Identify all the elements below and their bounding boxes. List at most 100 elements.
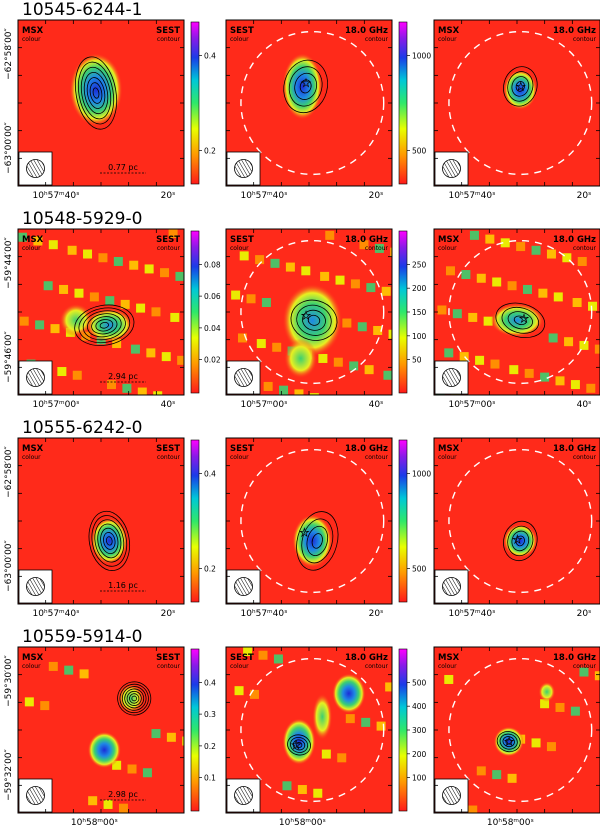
- noise-pixel: [64, 665, 74, 675]
- contour-line: [103, 532, 116, 550]
- scale-bar-label: 2.94 pc: [108, 372, 138, 381]
- noise-pixel: [120, 299, 130, 309]
- x-tick-label: 40ˢ: [369, 400, 384, 410]
- contour-line: [124, 688, 145, 709]
- colorbar: [190, 230, 200, 394]
- contour-line: [131, 695, 137, 702]
- noise-pixel: [43, 281, 53, 291]
- contour-line: [287, 734, 311, 756]
- noise-pixel: [492, 770, 502, 780]
- beam-ellipse: [234, 159, 253, 178]
- colour-sublabel: colour: [438, 245, 457, 252]
- contour-line: [294, 72, 318, 100]
- emission-peak: [312, 693, 333, 740]
- x-tick-label: 10ʰ57ᵐ00ˢ: [449, 400, 496, 410]
- colour-sublabel: colour: [230, 454, 249, 461]
- noise-pixel: [469, 230, 479, 240]
- y-tick-label: −59°44′00″: [4, 236, 14, 288]
- star-marker: ☆: [504, 735, 515, 749]
- noise-pixel: [548, 333, 558, 343]
- noise-pixel: [72, 370, 82, 380]
- noise-pixel: [282, 781, 292, 791]
- contour-sublabel: contour: [365, 245, 389, 252]
- noise-pixel: [263, 381, 273, 391]
- colour-label: MSX: [438, 235, 460, 245]
- noise-pixel: [562, 253, 572, 263]
- noise-pixel: [237, 333, 247, 343]
- beam-ellipse: [234, 577, 253, 596]
- contour-line: [501, 306, 540, 334]
- noise-pixel: [122, 383, 132, 393]
- noise-pixel: [279, 385, 289, 395]
- noise-pixel: [24, 697, 34, 707]
- emission-peak: [284, 338, 318, 379]
- contour-line: [511, 76, 530, 97]
- contour-line: [94, 519, 125, 563]
- noise-pixel: [129, 260, 139, 270]
- noise-pixel: [349, 361, 359, 371]
- colorbar-tick-label: 300: [412, 726, 427, 735]
- noise-pixel: [161, 352, 171, 362]
- noise-pixel: [309, 393, 319, 395]
- noise-pixel: [468, 312, 478, 322]
- noise-pixel: [243, 647, 253, 656]
- noise-pixel: [270, 258, 280, 268]
- noise-pixel: [103, 799, 113, 809]
- primary-beam-ring: [240, 657, 385, 803]
- noise-pixel: [301, 266, 311, 276]
- noise-pixel: [586, 383, 596, 393]
- contour-line: [75, 56, 118, 130]
- colorbar-tick-label: 150: [412, 308, 427, 317]
- noise-pixel: [160, 268, 170, 278]
- contour-sublabel: contour: [573, 663, 597, 670]
- contour-line: [307, 314, 321, 326]
- contour-label: SEST: [156, 444, 180, 454]
- y-tick-label: −62°58′00″: [4, 27, 14, 79]
- contour-sublabel: contour: [365, 454, 389, 461]
- noise-pixel: [588, 301, 598, 311]
- colour-label: MSX: [22, 653, 44, 663]
- y-tick-label: −63°00′00″: [4, 121, 14, 173]
- noise-pixel: [151, 307, 161, 317]
- colour-sublabel: colour: [438, 36, 457, 43]
- noise-pixel: [577, 256, 587, 266]
- noise-pixel: [383, 370, 392, 380]
- contour-line: [91, 316, 118, 335]
- contour-line: [74, 304, 135, 346]
- noise-pixel: [313, 788, 323, 798]
- contour-line: [129, 693, 140, 704]
- colour-sublabel: colour: [438, 454, 457, 461]
- noise-pixel: [74, 288, 84, 298]
- contour-label: 18.0 GHz: [345, 235, 388, 245]
- row-10555-6242-0: 10555-6242-0MSXcolourSESTcontour10ʰ57ᵐ40…: [4, 418, 600, 619]
- colorbar-tick-label: 0.1: [204, 774, 216, 783]
- contour-label: 18.0 GHz: [553, 444, 596, 454]
- noise-pixel: [118, 803, 128, 813]
- noise-pixel: [531, 245, 541, 255]
- noise-pixel: [570, 706, 580, 716]
- colorbar-tick-label: 0.4: [204, 678, 216, 687]
- x-tick-label: 10ʰ57ᵐ40ˢ: [33, 191, 80, 201]
- noise-pixel: [579, 340, 589, 350]
- contour-line: [306, 525, 329, 556]
- x-tick-label: 20ˢ: [577, 191, 592, 201]
- contour-label: 18.0 GHz: [345, 653, 388, 663]
- colorbar: [190, 439, 200, 603]
- colorbar-tick-label: 50: [412, 356, 422, 365]
- colorbar-tick-label: 0.08: [204, 260, 221, 269]
- row-10548-5929-0: 10548-5929-0MSXcolourSESTcontour10ʰ57ᵐ00…: [4, 209, 600, 410]
- colorbar-tick-label: 100: [412, 774, 427, 783]
- source-title: 10548-5929-0: [22, 209, 142, 229]
- noise-pixel: [182, 736, 184, 746]
- colour-sublabel: colour: [22, 36, 41, 43]
- contour-line: [495, 302, 546, 338]
- x-tick-label: 10ʰ58ᵐ00ˢ: [71, 818, 118, 828]
- noise-pixel: [272, 342, 282, 352]
- star-marker: ☆: [515, 79, 526, 93]
- noise-pixel: [33, 236, 43, 246]
- noise-pixel: [357, 322, 367, 332]
- contour-line: [507, 311, 533, 330]
- noise-pixel: [468, 805, 478, 813]
- contour-label: 18.0 GHz: [553, 26, 596, 36]
- colour-label: MSX: [22, 444, 44, 454]
